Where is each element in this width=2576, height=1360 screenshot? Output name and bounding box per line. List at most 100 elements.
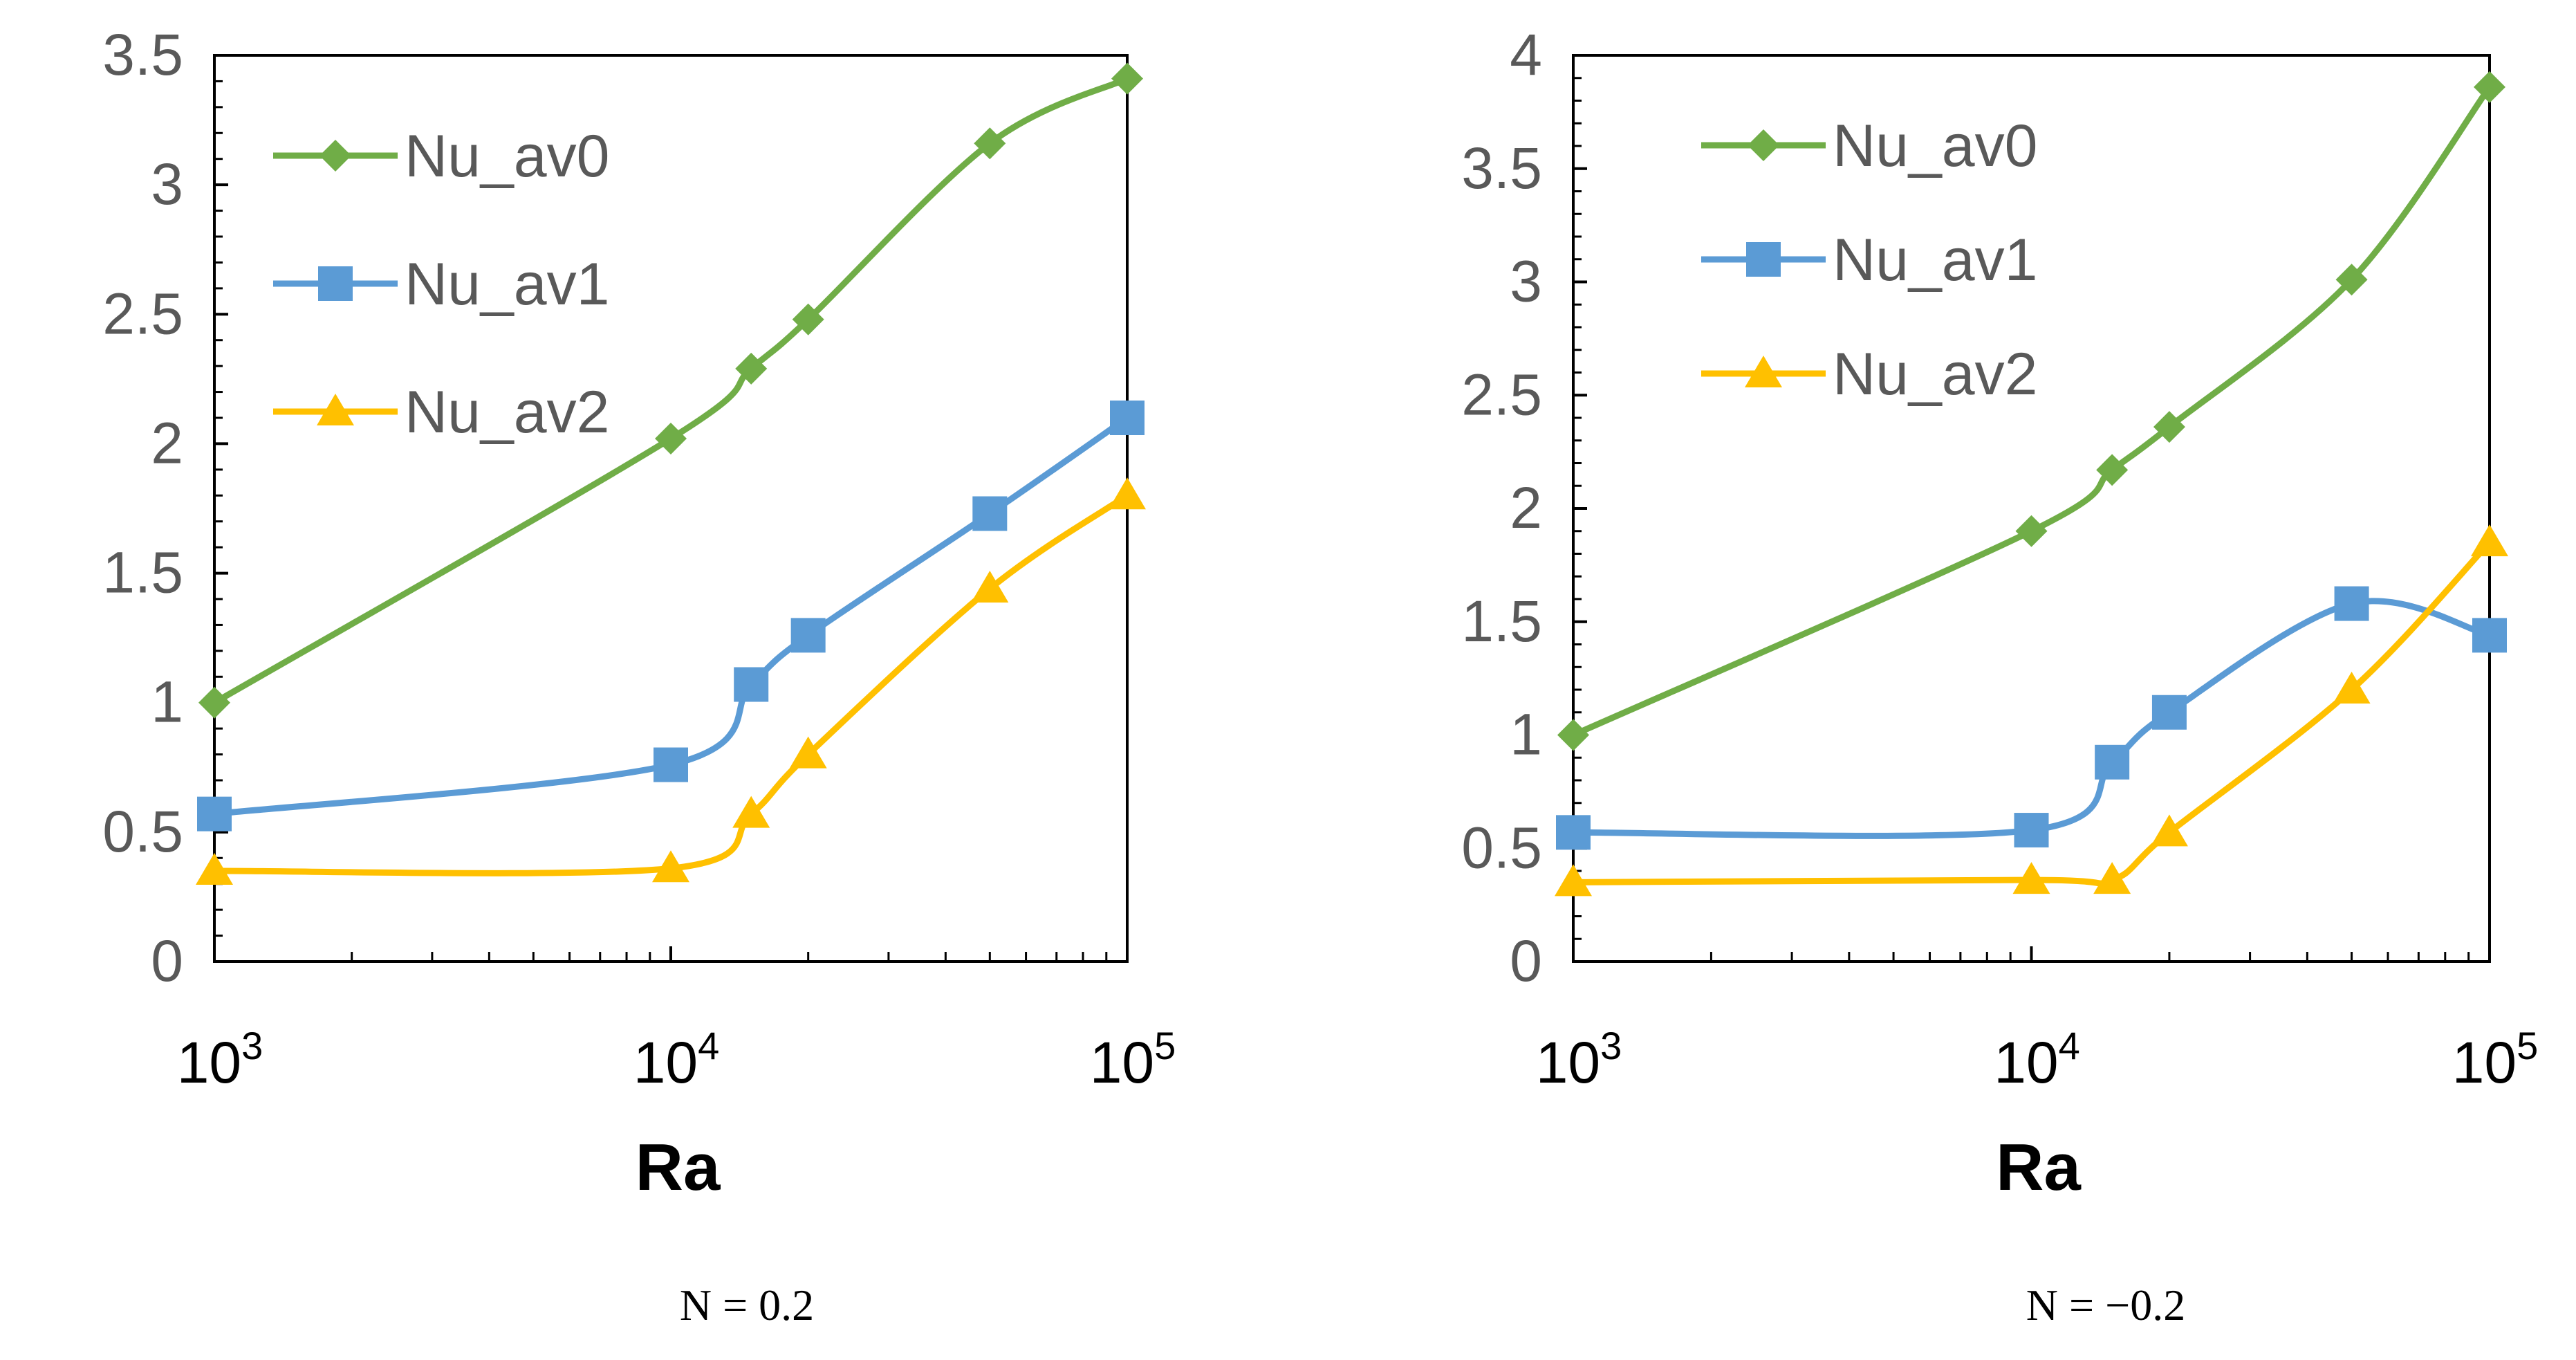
- x-tick-exponent: 3: [1600, 1024, 1622, 1067]
- legend-label: Nu_av2: [1833, 341, 2037, 407]
- y-tick-label: 1.5: [102, 540, 183, 605]
- series-Nu_av2: [1555, 524, 2508, 897]
- series-line: [211, 492, 1131, 876]
- legend-label: Nu_av1: [405, 251, 609, 318]
- x-tick-label: 103: [1536, 1024, 1622, 1095]
- x-tick-base: 10: [177, 1030, 241, 1095]
- data-point: [2093, 862, 2131, 894]
- data-point: [2472, 618, 2507, 653]
- data-point: [1555, 864, 1592, 897]
- data-point: [196, 853, 233, 885]
- data-point: [2335, 264, 2368, 296]
- y-tick-label: 4: [1510, 22, 1542, 87]
- legend-label: Nu_av0: [1833, 113, 2037, 179]
- series-Nu_av0: [1557, 71, 2505, 751]
- series-line: [1570, 539, 2493, 887]
- series-Nu_av2: [196, 477, 1146, 885]
- legend-entry: Nu_av0: [273, 123, 609, 190]
- series-line: [1570, 598, 2493, 839]
- legend-label: Nu_av0: [405, 123, 609, 190]
- data-point: [1109, 477, 1146, 510]
- legend-swatch-marker: [1746, 242, 1781, 277]
- y-tick-label: 0: [151, 928, 183, 993]
- caption-left: N = 0.2: [679, 1280, 815, 1330]
- data-point: [655, 422, 687, 454]
- y-tick-label: 2.5: [1461, 362, 1542, 427]
- series-line: [1570, 84, 2493, 738]
- y-tick-label: 1: [151, 670, 183, 735]
- legend-swatch-marker: [317, 394, 354, 425]
- x-tick-exponent: 4: [698, 1024, 719, 1067]
- series-Nu_av1: [197, 401, 1145, 831]
- data-point: [732, 796, 770, 828]
- data-point: [1111, 62, 1143, 95]
- legend-label: Nu_av2: [405, 379, 609, 445]
- x-tick-base: 10: [1090, 1030, 1154, 1095]
- data-point: [2474, 71, 2505, 103]
- legend-swatch-marker: [319, 140, 351, 172]
- legend-swatch-marker: [1748, 129, 1779, 161]
- data-point: [197, 796, 232, 831]
- x-tick-base: 10: [633, 1030, 698, 1095]
- data-point: [792, 303, 824, 336]
- x-tick-label: 105: [1090, 1024, 1176, 1095]
- y-tick-label: 3.5: [102, 22, 183, 87]
- y-tick-label: 0.5: [1461, 815, 1542, 880]
- x-tick-exponent: 3: [241, 1024, 263, 1067]
- y-tick-label: 2: [151, 410, 183, 475]
- y-tick-label: 3.5: [1461, 136, 1542, 201]
- x-axis-title: Ra: [636, 1130, 721, 1204]
- legend-entry: Nu_av1: [273, 251, 609, 318]
- series-Nu_av1: [1556, 586, 2507, 850]
- y-tick-label: 2: [1510, 475, 1542, 540]
- data-point: [654, 747, 688, 782]
- data-point: [2095, 744, 2130, 780]
- x-tick-exponent: 5: [1154, 1024, 1176, 1067]
- data-point: [2153, 411, 2185, 443]
- legend-entry: Nu_av2: [1701, 341, 2037, 407]
- legend-label: Nu_av1: [1833, 227, 2037, 293]
- data-point: [652, 850, 689, 883]
- legend-entry: Nu_av2: [273, 379, 609, 445]
- data-point: [734, 667, 769, 702]
- legend-entry: Nu_av0: [1701, 113, 2037, 179]
- y-tick-label: 0: [1510, 928, 1542, 993]
- x-tick-label: 104: [633, 1024, 720, 1095]
- series-line: [211, 75, 1131, 706]
- x-tick-label: 104: [1994, 1024, 2080, 1095]
- data-point: [2333, 672, 2371, 704]
- legend-swatch-marker: [1745, 356, 1782, 387]
- x-tick-base: 10: [1994, 1030, 2058, 1095]
- y-tick-label: 3: [1510, 249, 1542, 314]
- data-point: [972, 496, 1008, 531]
- x-tick-exponent: 5: [2517, 1024, 2538, 1067]
- data-point: [790, 618, 826, 653]
- x-tick-exponent: 4: [2059, 1024, 2080, 1067]
- data-point: [2150, 814, 2188, 847]
- x-tick-base: 10: [1536, 1030, 1600, 1095]
- y-tick-label: 1.5: [1461, 589, 1542, 654]
- y-tick-label: 1: [1510, 702, 1542, 767]
- data-point: [2012, 862, 2050, 894]
- data-point: [2015, 515, 2048, 547]
- x-axis-title: Ra: [1996, 1130, 2081, 1204]
- data-point: [1110, 401, 1145, 435]
- y-tick-label: 2.5: [102, 281, 183, 346]
- data-point: [789, 736, 827, 769]
- legend-entry: Nu_av1: [1701, 227, 2037, 293]
- data-point: [735, 352, 768, 385]
- data-point: [974, 127, 1006, 160]
- data-point: [198, 686, 230, 719]
- data-point: [2096, 454, 2129, 486]
- data-point: [971, 571, 1009, 603]
- y-tick-label: 3: [151, 151, 183, 217]
- series-Nu_av0: [198, 62, 1143, 719]
- x-tick-label: 105: [2452, 1024, 2539, 1095]
- data-point: [2471, 524, 2508, 557]
- x-tick-label: 103: [177, 1024, 263, 1095]
- data-point: [1556, 815, 1591, 850]
- data-point: [2014, 813, 2049, 848]
